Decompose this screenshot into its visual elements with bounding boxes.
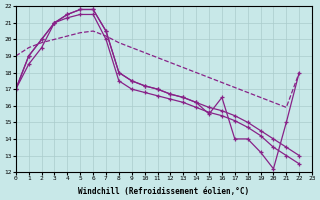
X-axis label: Windchill (Refroidissement éolien,°C): Windchill (Refroidissement éolien,°C) [78, 187, 250, 196]
